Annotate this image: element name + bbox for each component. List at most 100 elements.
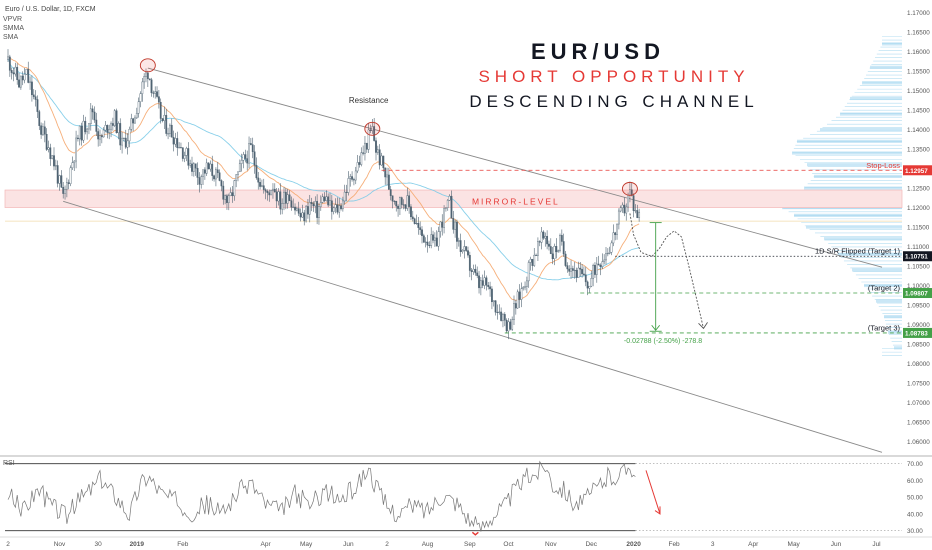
volume-profile-bar: [814, 174, 902, 178]
candle-body: [432, 234, 434, 241]
candle-body: [19, 75, 22, 88]
candle-body: [454, 221, 457, 230]
candle-body: [415, 222, 418, 224]
candle-body: [42, 126, 44, 135]
volume-profile-bar: [840, 112, 902, 116]
candle-body: [132, 118, 135, 124]
volume-profile-bar: [850, 96, 902, 101]
time-tick-label: 2: [6, 541, 10, 548]
rsi-line: [7, 460, 636, 532]
candle-body: [334, 204, 337, 209]
candle-body: [627, 194, 629, 208]
candle-body: [514, 303, 517, 309]
time-tick-label: Apr: [261, 541, 272, 548]
candle-body: [238, 163, 241, 173]
candle-body: [316, 201, 319, 218]
candle-body: [77, 137, 79, 140]
candle-body: [592, 265, 595, 279]
candle-body: [270, 190, 273, 196]
volume-profile-bar: [804, 186, 902, 190]
candle-body: [106, 124, 109, 133]
candle-body: [562, 241, 565, 255]
candle-body: [599, 264, 602, 267]
candle-body: [518, 291, 521, 300]
price-tag-box: [903, 288, 932, 299]
candle-body: [387, 174, 390, 190]
candle-body: [292, 206, 295, 208]
candle-body: [75, 137, 77, 162]
candle-body: [80, 125, 83, 141]
candle-body: [40, 125, 43, 135]
candle-body: [163, 114, 166, 121]
candle-body: [417, 222, 420, 228]
candle-body: [356, 162, 359, 172]
high-circle-1: [139, 58, 156, 73]
candle-body: [7, 56, 9, 60]
candle-body: [603, 259, 606, 262]
candle-body: [307, 206, 309, 215]
volume-profile-bar: [792, 151, 902, 155]
candle-body: [283, 191, 285, 204]
candle-body: [546, 235, 549, 245]
candle-body: [18, 79, 20, 88]
candle-body: [159, 101, 162, 119]
smma-line: [7, 56, 640, 301]
candle-body: [570, 268, 572, 272]
candle-body: [617, 210, 620, 225]
candle-body: [341, 200, 344, 210]
candle-body: [470, 270, 473, 272]
candle-body: [583, 273, 585, 275]
volume-profile-bar: [894, 346, 902, 350]
candle-body: [67, 182, 70, 184]
rsi-tick-label: 50.00: [907, 495, 923, 502]
candle-body: [303, 212, 306, 222]
candle-body: [185, 148, 188, 156]
candle-body: [53, 155, 55, 167]
candle-body: [340, 205, 342, 210]
candle-body: [141, 81, 144, 94]
candle-body: [279, 191, 282, 210]
candle-body: [516, 291, 519, 309]
candle-body: [457, 240, 460, 242]
candle-body: [329, 200, 331, 206]
candle-body: [200, 176, 203, 185]
candle-body: [525, 280, 528, 287]
annotations: Euro / U.S. Dollar, 1D, FXCM VPVR SMMA S…: [3, 6, 900, 467]
candle-body: [595, 263, 598, 275]
candle-body: [249, 143, 252, 145]
rsi-pane: [5, 460, 902, 536]
volume-profile-bar: [876, 299, 902, 303]
candle-body: [209, 163, 212, 170]
price-tick-label: 1.15500: [907, 69, 930, 76]
candle-body: [261, 185, 263, 187]
candle-body: [638, 212, 641, 218]
candle-body: [224, 195, 227, 200]
candle-body: [503, 314, 506, 321]
candle-body: [402, 204, 405, 206]
level-lines[interactable]: [381, 169, 902, 334]
candle-body: [227, 195, 230, 203]
candle-body: [358, 162, 361, 165]
candle-body: [237, 171, 239, 175]
time-tick-label: Sep: [464, 541, 476, 548]
candle-body: [275, 191, 278, 202]
volume-profile-bar: [888, 330, 902, 334]
candle-body: [522, 286, 525, 289]
candle-body: [571, 268, 574, 271]
time-tick-label: Jun: [343, 541, 354, 548]
candle-body: [422, 235, 425, 243]
price-tag-box: [903, 327, 932, 338]
candle-body: [229, 192, 232, 196]
candle-body: [104, 124, 107, 131]
candle-body: [235, 174, 238, 181]
candle-body: [330, 200, 333, 212]
candle-body: [71, 162, 74, 169]
candle-body: [319, 202, 322, 207]
candle-body: [634, 210, 637, 212]
candle-body: [273, 188, 276, 193]
candle-body: [192, 163, 195, 172]
candle-body: [474, 268, 477, 274]
candle-body: [36, 99, 39, 112]
descending-channel[interactable]: [63, 67, 883, 453]
